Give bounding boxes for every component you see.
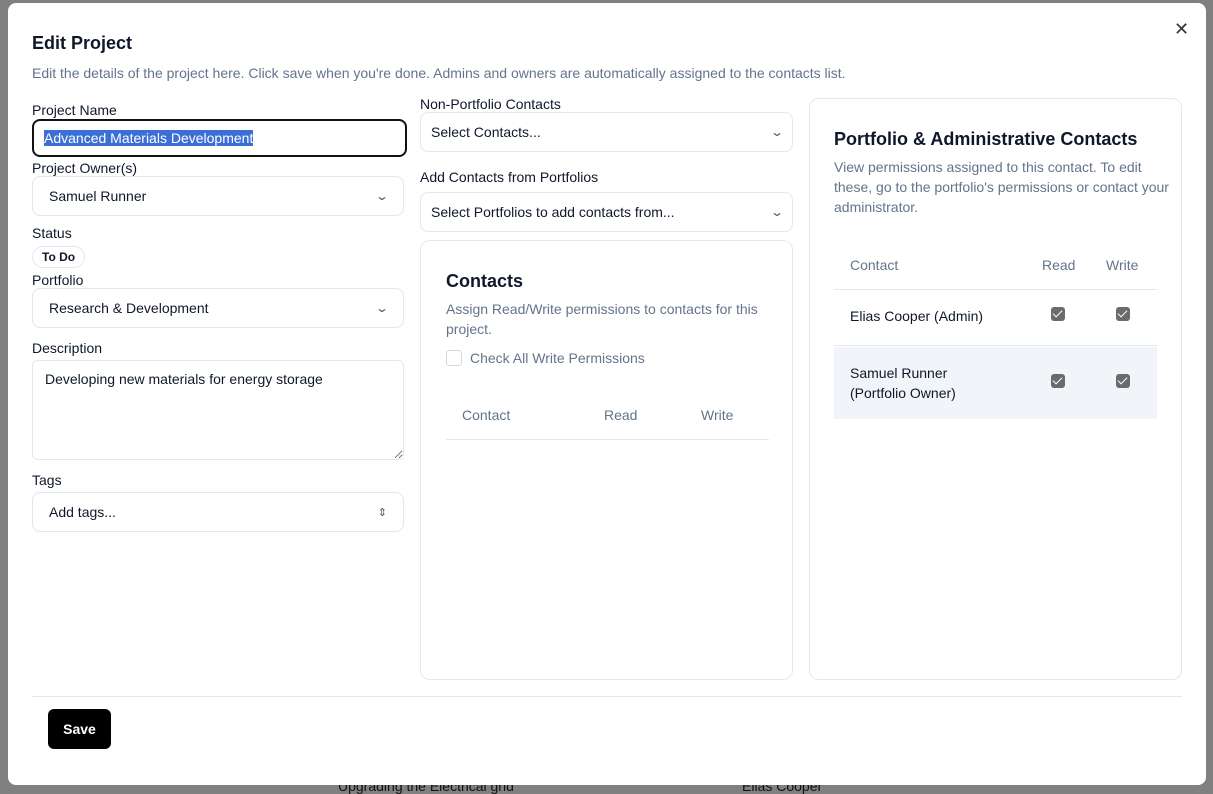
chevron-down-icon: ⌄ — [374, 189, 390, 203]
column-header-read: Read — [604, 407, 638, 423]
column-header-contact: Contact — [850, 257, 899, 273]
table-divider — [446, 439, 769, 440]
check-all-write-label: Check All Write Permissions — [470, 350, 645, 366]
project-owners-label: Project Owner(s) — [32, 160, 138, 176]
admin-card-title: Portfolio & Administrative Contacts — [834, 129, 1138, 149]
portfolio-value: Research & Development — [49, 300, 209, 316]
table-row: Samuel Runner (Portfolio Owner) — [834, 347, 1157, 419]
contact-name: Samuel Runner (Portfolio Owner) — [850, 365, 956, 401]
contacts-card-title: Contacts — [446, 271, 524, 291]
add-from-portfolios-label: Add Contacts from Portfolios — [420, 169, 599, 185]
admin-card-description: View permissions assigned to this contac… — [834, 159, 1169, 215]
non-portfolio-contacts-label: Non-Portfolio Contacts — [420, 96, 561, 112]
project-owners-value: Samuel Runner — [49, 188, 147, 204]
chevron-down-icon: ⌄ — [769, 205, 785, 219]
description-label: Description — [32, 340, 103, 356]
close-icon[interactable]: ✕ — [1174, 19, 1190, 39]
project-name-input[interactable]: Advanced Materials Development — [32, 119, 407, 157]
contact-name: Elias Cooper (Admin) — [850, 308, 984, 324]
non-portfolio-contacts-placeholder: Select Contacts... — [431, 124, 541, 140]
chevron-down-icon: ⌄ — [769, 125, 785, 139]
non-portfolio-contacts-select[interactable]: Select Contacts... ⌄ — [420, 112, 793, 152]
dialog-description: Edit the details of the project here. Cl… — [32, 65, 846, 81]
admin-contacts-card: Portfolio & Administrative Contacts View… — [809, 98, 1182, 680]
tags-placeholder: Add tags... — [49, 504, 116, 520]
table-divider — [834, 289, 1157, 290]
portfolio-select[interactable]: Research & Development ⌄ — [32, 288, 404, 328]
project-name-label: Project Name — [32, 102, 117, 118]
table-row: Elias Cooper (Admin) — [834, 290, 1157, 346]
read-checkbox-checked — [1051, 374, 1065, 388]
contacts-card-description: Assign Read/Write permissions to contact… — [446, 301, 758, 337]
dialog-title: Edit Project — [32, 33, 133, 53]
write-checkbox-checked — [1116, 374, 1130, 388]
status-label: Status — [32, 225, 72, 241]
column-header-write: Write — [701, 407, 734, 423]
chevron-down-icon: ⌄ — [374, 301, 390, 315]
tags-select[interactable]: Add tags... ⇕ — [32, 492, 404, 532]
status-badge[interactable]: To Do — [32, 246, 86, 268]
chevron-up-down-icon: ⇕ — [377, 506, 387, 519]
column-header-contact: Contact — [462, 407, 511, 423]
add-from-portfolios-placeholder: Select Portfolios to add contacts from..… — [431, 204, 675, 220]
project-owners-select[interactable]: Samuel Runner ⌄ — [32, 176, 404, 216]
check-all-write-checkbox[interactable] — [446, 350, 462, 366]
portfolio-label: Portfolio — [32, 272, 84, 288]
footer-divider — [32, 696, 1182, 697]
contacts-card: Contacts Assign Read/Write permissions t… — [420, 240, 793, 680]
read-checkbox-checked — [1051, 307, 1065, 321]
edit-project-dialog: Edit Project Edit the details of the pro… — [8, 3, 1206, 785]
write-checkbox-checked — [1116, 307, 1130, 321]
save-button[interactable]: Save — [48, 709, 111, 749]
description-textarea[interactable]: Developing new materials for energy stor… — [32, 360, 404, 460]
project-name-value: Advanced Materials Development — [44, 130, 254, 146]
add-from-portfolios-select[interactable]: Select Portfolios to add contacts from..… — [420, 192, 793, 232]
tags-label: Tags — [32, 472, 62, 488]
column-header-read: Read — [1042, 257, 1076, 273]
column-header-write: Write — [1106, 257, 1139, 273]
